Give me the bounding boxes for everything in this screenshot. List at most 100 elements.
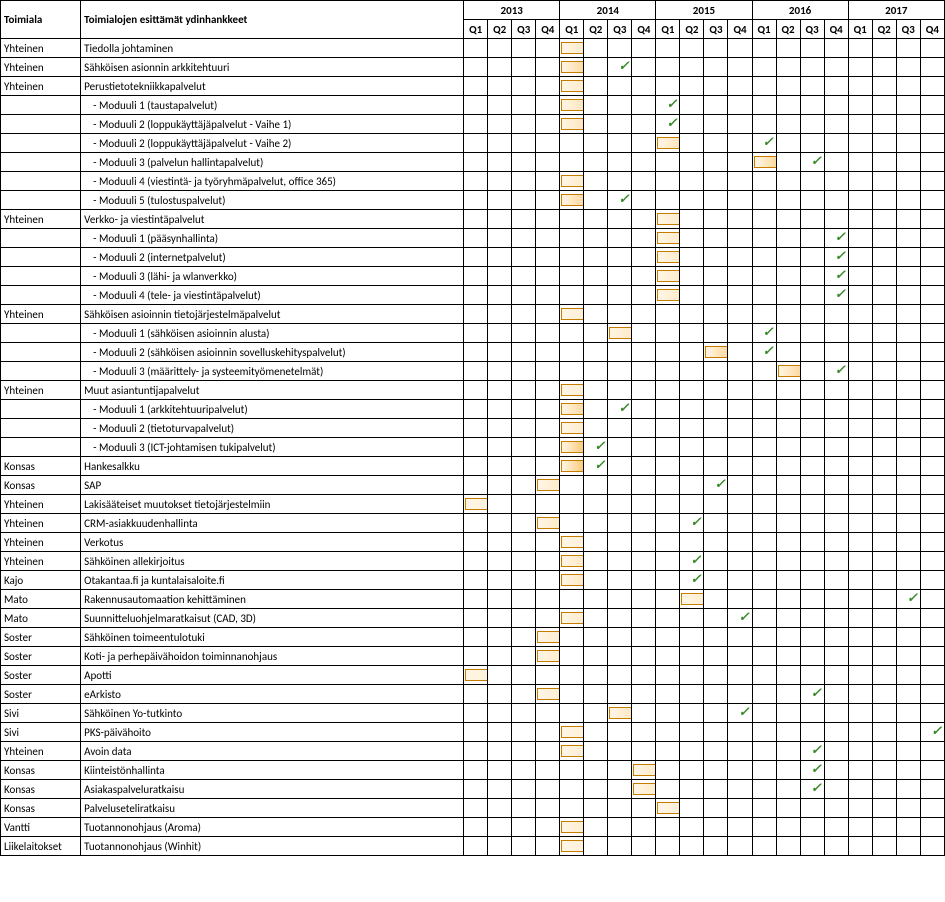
- timeline-cell: [704, 742, 728, 761]
- timeline-cell: [464, 400, 488, 419]
- timeline-cell: [704, 609, 728, 628]
- timeline-cell: [872, 58, 896, 77]
- timeline-cell: [656, 248, 680, 267]
- timeline-cell: [824, 685, 848, 704]
- timeline-cell: [536, 647, 560, 666]
- timeline-cell: [800, 514, 824, 533]
- check-icon: ✓: [931, 724, 942, 739]
- timeline-cell: [752, 210, 776, 229]
- table-row: SosterKoti- ja perhepäivähoidon toiminna…: [1, 647, 945, 666]
- timeline-cell: [824, 742, 848, 761]
- timeline-cell: [752, 685, 776, 704]
- timeline-cell: [896, 134, 920, 153]
- table-row: - Moduuli 2 (loppukäyttäjäpalvelut - Vai…: [1, 115, 945, 134]
- header-quarter: Q3: [608, 20, 632, 39]
- timeline-cell: [464, 191, 488, 210]
- table-row: - Moduuli 2 (internetpalvelut)✓: [1, 248, 945, 267]
- gantt-bar: [465, 498, 488, 510]
- cell-task: PKS-päivähoito: [81, 723, 464, 742]
- timeline-cell: [848, 685, 872, 704]
- cell-domain: Mato: [1, 590, 81, 609]
- timeline-cell: [680, 134, 704, 153]
- gantt-bar: [561, 99, 584, 111]
- timeline-cell: [872, 96, 896, 115]
- timeline-cell: [800, 39, 824, 58]
- timeline-cell: [560, 267, 584, 286]
- timeline-cell: [536, 685, 560, 704]
- table-row: KonsasSAP✓: [1, 476, 945, 495]
- timeline-cell: [824, 818, 848, 837]
- timeline-cell: [776, 58, 800, 77]
- timeline-cell: [680, 837, 704, 856]
- timeline-cell: [680, 685, 704, 704]
- timeline-cell: [800, 419, 824, 438]
- header-domain: Toimiala: [1, 1, 81, 39]
- cell-domain: Yhteinen: [1, 210, 81, 229]
- timeline-cell: [560, 400, 584, 419]
- timeline-cell: [752, 495, 776, 514]
- cell-domain: Yhteinen: [1, 552, 81, 571]
- timeline-cell: [608, 647, 632, 666]
- timeline-cell: [560, 533, 584, 552]
- table-row: KonsasHankesalkku✓: [1, 457, 945, 476]
- cell-task: Otakantaa.fi ja kuntalaisaloite.fi: [81, 571, 464, 590]
- timeline-cell: [920, 742, 944, 761]
- timeline-cell: [776, 457, 800, 476]
- timeline-cell: [872, 723, 896, 742]
- timeline-cell: [896, 780, 920, 799]
- timeline-cell: [872, 742, 896, 761]
- timeline-cell: [488, 533, 512, 552]
- timeline-cell: [512, 514, 536, 533]
- timeline-cell: [560, 153, 584, 172]
- timeline-cell: [848, 533, 872, 552]
- timeline-cell: [560, 685, 584, 704]
- table-row: - Moduuli 1 (sähköisen asioinnin alusta)…: [1, 324, 945, 343]
- timeline-cell: [824, 609, 848, 628]
- timeline-cell: [920, 191, 944, 210]
- timeline-cell: [608, 571, 632, 590]
- table-row: SiviPKS-päivähoito✓: [1, 723, 945, 742]
- cell-domain: Konsas: [1, 799, 81, 818]
- timeline-cell: [512, 153, 536, 172]
- timeline-cell: [776, 134, 800, 153]
- timeline-cell: [704, 552, 728, 571]
- table-row: - Moduuli 5 (tulostuspalvelut)✓: [1, 191, 945, 210]
- timeline-cell: [632, 96, 656, 115]
- timeline-cell: [584, 609, 608, 628]
- check-icon: ✓: [715, 477, 726, 492]
- timeline-cell: [824, 704, 848, 723]
- gantt-bar: [561, 194, 584, 206]
- timeline-cell: [680, 343, 704, 362]
- timeline-cell: [728, 837, 752, 856]
- timeline-cell: [800, 609, 824, 628]
- timeline-cell: [872, 628, 896, 647]
- timeline-cell: [920, 590, 944, 609]
- timeline-cell: [776, 799, 800, 818]
- timeline-cell: [656, 172, 680, 191]
- timeline-cell: [560, 457, 584, 476]
- timeline-cell: ✓: [656, 96, 680, 115]
- timeline-cell: [920, 39, 944, 58]
- timeline-cell: [512, 305, 536, 324]
- timeline-cell: [608, 533, 632, 552]
- timeline-cell: [488, 514, 512, 533]
- header-quarter: Q4: [632, 20, 656, 39]
- timeline-cell: [824, 647, 848, 666]
- timeline-cell: [680, 267, 704, 286]
- timeline-cell: [608, 172, 632, 191]
- timeline-cell: [632, 837, 656, 856]
- table-row: YhteinenCRM-asiakkuudenhallinta✓: [1, 514, 945, 533]
- cell-domain: Yhteinen: [1, 533, 81, 552]
- timeline-cell: [656, 799, 680, 818]
- header-quarter: Q2: [488, 20, 512, 39]
- timeline-cell: [848, 324, 872, 343]
- timeline-cell: [488, 780, 512, 799]
- timeline-cell: [464, 172, 488, 191]
- timeline-cell: [776, 400, 800, 419]
- timeline-cell: [800, 58, 824, 77]
- timeline-cell: [920, 704, 944, 723]
- cell-domain: Soster: [1, 685, 81, 704]
- timeline-cell: [920, 58, 944, 77]
- timeline-cell: [656, 77, 680, 96]
- timeline-cell: [536, 742, 560, 761]
